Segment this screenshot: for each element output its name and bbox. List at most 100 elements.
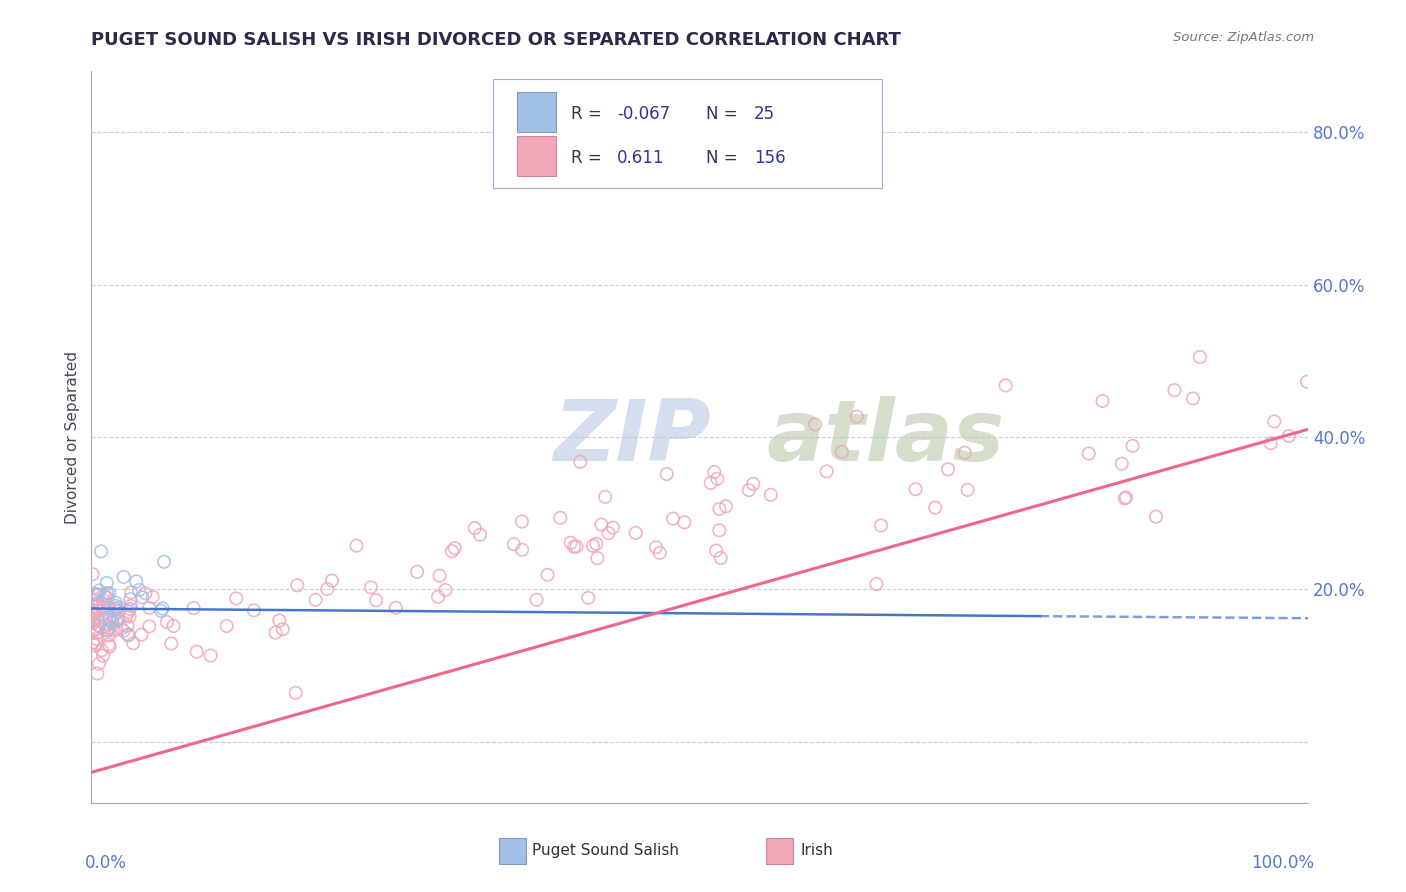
Point [1188, 350, 1211, 364]
Point [94, 590, 117, 604]
Point [98, 610, 121, 624]
Point [138, 600, 160, 615]
Point [107, 612, 129, 626]
Point [1091, 394, 1114, 409]
Point [586, 551, 609, 566]
Point [162, 619, 184, 633]
Point [243, 603, 266, 617]
Point [152, 601, 174, 615]
Point [285, 578, 308, 592]
Point [87, 583, 110, 598]
Point [186, 645, 208, 659]
Point [536, 567, 558, 582]
Point [510, 515, 533, 529]
Point [699, 475, 721, 490]
Point [86, 592, 108, 607]
Point [1122, 439, 1144, 453]
Point [865, 577, 887, 591]
Point [134, 586, 156, 600]
Point [120, 585, 142, 599]
Point [93, 587, 115, 601]
Point [582, 539, 605, 553]
Point [112, 624, 135, 638]
Point [87, 589, 110, 603]
Bar [517, 92, 555, 132]
Point [709, 523, 731, 537]
Point [429, 568, 451, 582]
Point [117, 605, 139, 619]
Text: ZIP: ZIP [554, 395, 711, 479]
Point [831, 445, 853, 459]
Point [120, 592, 142, 607]
Point [98, 586, 121, 600]
Point [104, 601, 127, 615]
Point [118, 609, 141, 624]
Point [117, 628, 139, 642]
Point [1111, 457, 1133, 471]
Point [648, 546, 671, 560]
Point [264, 625, 287, 640]
Point [804, 417, 827, 432]
Text: Puget Sound Salish: Puget Sound Salish [531, 843, 679, 858]
Point [1144, 509, 1167, 524]
Point [87, 587, 110, 601]
Point [107, 614, 129, 628]
Point [82, 616, 104, 631]
Point [150, 604, 173, 618]
Point [464, 521, 486, 535]
Point [97, 591, 120, 605]
Point [96, 576, 118, 591]
Point [156, 615, 179, 629]
Point [101, 615, 124, 630]
Point [89, 619, 111, 633]
Point [90, 601, 112, 615]
Point [153, 555, 176, 569]
Text: R =: R = [571, 149, 606, 167]
Point [131, 591, 153, 605]
Point [86, 666, 108, 681]
Point [108, 600, 131, 615]
Point [215, 619, 238, 633]
Point [103, 603, 125, 617]
Point [131, 627, 153, 641]
Point [97, 623, 120, 637]
Point [90, 643, 112, 657]
Point [502, 537, 524, 551]
Point [714, 500, 737, 514]
Point [360, 580, 382, 594]
Point [510, 542, 533, 557]
Point [84, 599, 107, 613]
Point [904, 482, 927, 496]
Point [602, 520, 624, 534]
Point [94, 619, 117, 633]
Point [120, 599, 142, 613]
Text: Source: ZipAtlas.com: Source: ZipAtlas.com [1174, 31, 1315, 45]
Point [593, 490, 616, 504]
Point [98, 628, 121, 642]
Point [526, 592, 548, 607]
Point [160, 636, 183, 650]
Point [82, 603, 104, 617]
Point [91, 592, 114, 607]
Point [83, 613, 105, 627]
Point [1114, 491, 1136, 506]
Point [1278, 429, 1301, 443]
Text: 25: 25 [754, 104, 775, 123]
Text: N =: N = [706, 104, 742, 123]
Point [468, 527, 491, 541]
Point [86, 596, 108, 610]
Point [122, 636, 145, 650]
Point [86, 626, 108, 640]
Point [87, 618, 110, 632]
Point [321, 574, 343, 588]
Point [225, 591, 247, 606]
Point [138, 619, 160, 633]
Point [742, 476, 765, 491]
Point [560, 535, 582, 549]
Point [98, 621, 121, 635]
Point [316, 582, 339, 596]
Point [440, 544, 463, 558]
Text: N =: N = [706, 149, 742, 167]
Point [84, 606, 107, 620]
Point [924, 500, 946, 515]
